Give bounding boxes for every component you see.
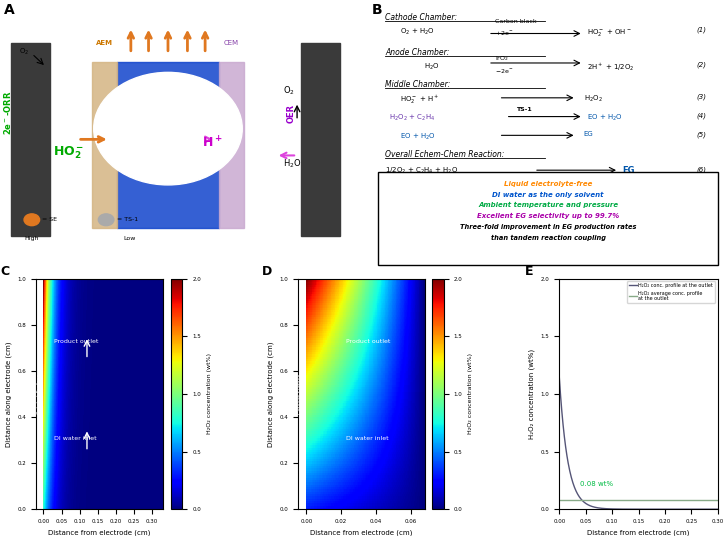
- Text: (3): (3): [697, 94, 707, 100]
- Text: 0.08 wt%: 0.08 wt%: [580, 481, 613, 487]
- Text: (5): (5): [697, 131, 707, 138]
- Text: H$_2$O$_2$ + C$_2$H$_4$: H$_2$O$_2$ + C$_2$H$_4$: [389, 113, 435, 123]
- Text: 2H$^+$ + 1/2O$_2$: 2H$^+$ + 1/2O$_2$: [587, 62, 634, 73]
- H₂O₂ conc. profile at the outlet: [631, 506, 640, 512]
- Text: Liquid electrolyte-free: Liquid electrolyte-free: [504, 181, 592, 187]
- Text: O$_2$: O$_2$: [283, 85, 295, 98]
- Line: H₂O₂ conc. profile at the outlet: H₂O₂ conc. profile at the outlet: [559, 377, 718, 509]
- Legend: H₂O₂ conc. profile at the outlet, H₂O₂ average conc. profile
at the outlet: H₂O₂ conc. profile at the outlet, H₂O₂ a…: [627, 281, 716, 303]
- Circle shape: [99, 214, 114, 226]
- Text: Product outlet: Product outlet: [54, 339, 99, 344]
- Text: B: B: [371, 3, 382, 17]
- Bar: [92, 62, 117, 228]
- Y-axis label: Distance along electrode (cm): Distance along electrode (cm): [6, 341, 12, 446]
- Text: 2e$^-$-ORR: 2e$^-$-ORR: [1, 91, 13, 135]
- H₂O₂ conc. profile at the outlet: [641, 506, 650, 512]
- X-axis label: Distance from electrode (cm): Distance from electrode (cm): [587, 530, 689, 536]
- Text: EG: EG: [584, 131, 593, 137]
- Text: C: C: [1, 265, 10, 278]
- H₂O₂ average conc. profile
at the outlet: [630, 497, 639, 503]
- Text: Overall Echem-Chem Reaction:: Overall Echem-Chem Reaction:: [386, 150, 505, 159]
- Text: $\bf{HO_2^-}$: $\bf{HO_2^-}$: [53, 144, 84, 161]
- Text: Anode Chamber:: Anode Chamber:: [386, 48, 450, 57]
- Y-axis label: H₂O₂ concentration (wt%): H₂O₂ concentration (wt%): [529, 349, 535, 439]
- Y-axis label: H₂O₂ concentration (wt%): H₂O₂ concentration (wt%): [468, 353, 473, 435]
- H₂O₂ conc. profile at the outlet: [713, 506, 722, 512]
- H₂O₂ average conc. profile
at the outlet: [713, 497, 722, 503]
- Bar: [219, 62, 244, 228]
- Bar: [301, 43, 339, 236]
- Text: OER: OER: [286, 103, 296, 123]
- Text: (4): (4): [697, 113, 707, 119]
- Text: Middle Chamber:: Middle Chamber:: [386, 80, 451, 90]
- Text: Product outlet: Product outlet: [346, 339, 390, 344]
- Text: Ambient temperature and pressure: Ambient temperature and pressure: [478, 203, 618, 209]
- Bar: [11, 43, 49, 236]
- X-axis label: Distance from electrode (cm): Distance from electrode (cm): [310, 530, 413, 536]
- H₂O₂ conc. profile at the outlet: [650, 506, 658, 512]
- Text: AEM: AEM: [96, 40, 113, 46]
- H₂O₂ average conc. profile
at the outlet: [710, 497, 718, 503]
- H₂O₂ conc. profile at the outlet: [710, 506, 718, 512]
- Text: Carbon black: Carbon black: [495, 19, 536, 24]
- Text: = TS-1: = TS-1: [117, 217, 138, 222]
- Y-axis label: H₂O₂ concentration (wt%): H₂O₂ concentration (wt%): [207, 353, 212, 435]
- FancyBboxPatch shape: [378, 172, 718, 265]
- H₂O₂ average conc. profile
at the outlet: [650, 497, 658, 503]
- Text: (1): (1): [697, 27, 707, 33]
- H₂O₂ average conc. profile
at the outlet: [631, 497, 640, 503]
- Text: H$_2$O: H$_2$O: [283, 157, 302, 170]
- Text: E: E: [524, 265, 533, 278]
- Text: (2): (2): [697, 62, 707, 68]
- Text: O$_2$: O$_2$: [20, 47, 30, 57]
- Y-axis label: Distance along electrode (cm): Distance along electrode (cm): [268, 341, 274, 446]
- Circle shape: [94, 72, 242, 185]
- Text: than tandem reaction coupling: than tandem reaction coupling: [491, 235, 605, 241]
- Text: $-$2e$^-$: $-$2e$^-$: [495, 67, 514, 75]
- H₂O₂ average conc. profile
at the outlet: [555, 497, 563, 503]
- Text: 1/2O$_2$ + C$_2$H$_4$ + H$_2$O: 1/2O$_2$ + C$_2$H$_4$ + H$_2$O: [386, 166, 459, 176]
- Text: (6): (6): [697, 166, 707, 173]
- Text: HO$_2^-$ + H$^+$: HO$_2^-$ + H$^+$: [399, 94, 439, 106]
- Text: DI water inlet: DI water inlet: [346, 436, 389, 441]
- Text: TS-1: TS-1: [516, 107, 532, 112]
- Text: +2e$^-$: +2e$^-$: [495, 29, 514, 38]
- X-axis label: Distance from electrode (cm): Distance from electrode (cm): [49, 530, 151, 536]
- Text: D: D: [262, 265, 273, 278]
- Text: H$_2$O: H$_2$O: [424, 62, 440, 72]
- H₂O₂ conc. profile at the outlet: [555, 374, 563, 380]
- Text: Low: Low: [124, 236, 136, 241]
- Text: EO + H$_2$O: EO + H$_2$O: [399, 131, 436, 142]
- Text: EO + H$_2$O: EO + H$_2$O: [587, 113, 623, 123]
- Text: = SE: = SE: [43, 217, 57, 222]
- Text: $\bf{H^+}$: $\bf{H^+}$: [202, 135, 223, 151]
- Text: O$_2$ + H$_2$O: O$_2$ + H$_2$O: [399, 27, 434, 37]
- Text: High: High: [25, 236, 39, 241]
- H₂O₂ conc. profile at the outlet: [630, 506, 639, 512]
- H₂O₂ average conc. profile
at the outlet: [641, 497, 650, 503]
- Text: HO$_2^-$ + OH$^-$: HO$_2^-$ + OH$^-$: [587, 27, 631, 38]
- Text: Catalyst Surface: Catalyst Surface: [37, 374, 41, 414]
- Text: H$_2$O$_2$: H$_2$O$_2$: [584, 94, 602, 104]
- Text: CEM: CEM: [224, 40, 239, 46]
- Circle shape: [24, 214, 40, 226]
- H₂O₂ average conc. profile
at the outlet: [685, 497, 694, 503]
- Text: Excellent EG selectivity up to 99.7%: Excellent EG selectivity up to 99.7%: [477, 213, 619, 219]
- Text: Three-fold improvement in EG production rates: Three-fold improvement in EG production …: [460, 224, 637, 230]
- Text: Cathode Chamber:: Cathode Chamber:: [386, 13, 457, 23]
- Text: A: A: [4, 3, 14, 17]
- Text: DI water as the only solvent: DI water as the only solvent: [492, 192, 604, 198]
- Text: EG: EG: [623, 166, 635, 175]
- Bar: [117, 62, 219, 228]
- Text: IrO$_2$: IrO$_2$: [495, 54, 509, 63]
- H₂O₂ conc. profile at the outlet: [685, 506, 694, 512]
- Text: DI water inlet: DI water inlet: [54, 436, 96, 441]
- Text: Catalyst Surface: Catalyst Surface: [298, 374, 303, 414]
